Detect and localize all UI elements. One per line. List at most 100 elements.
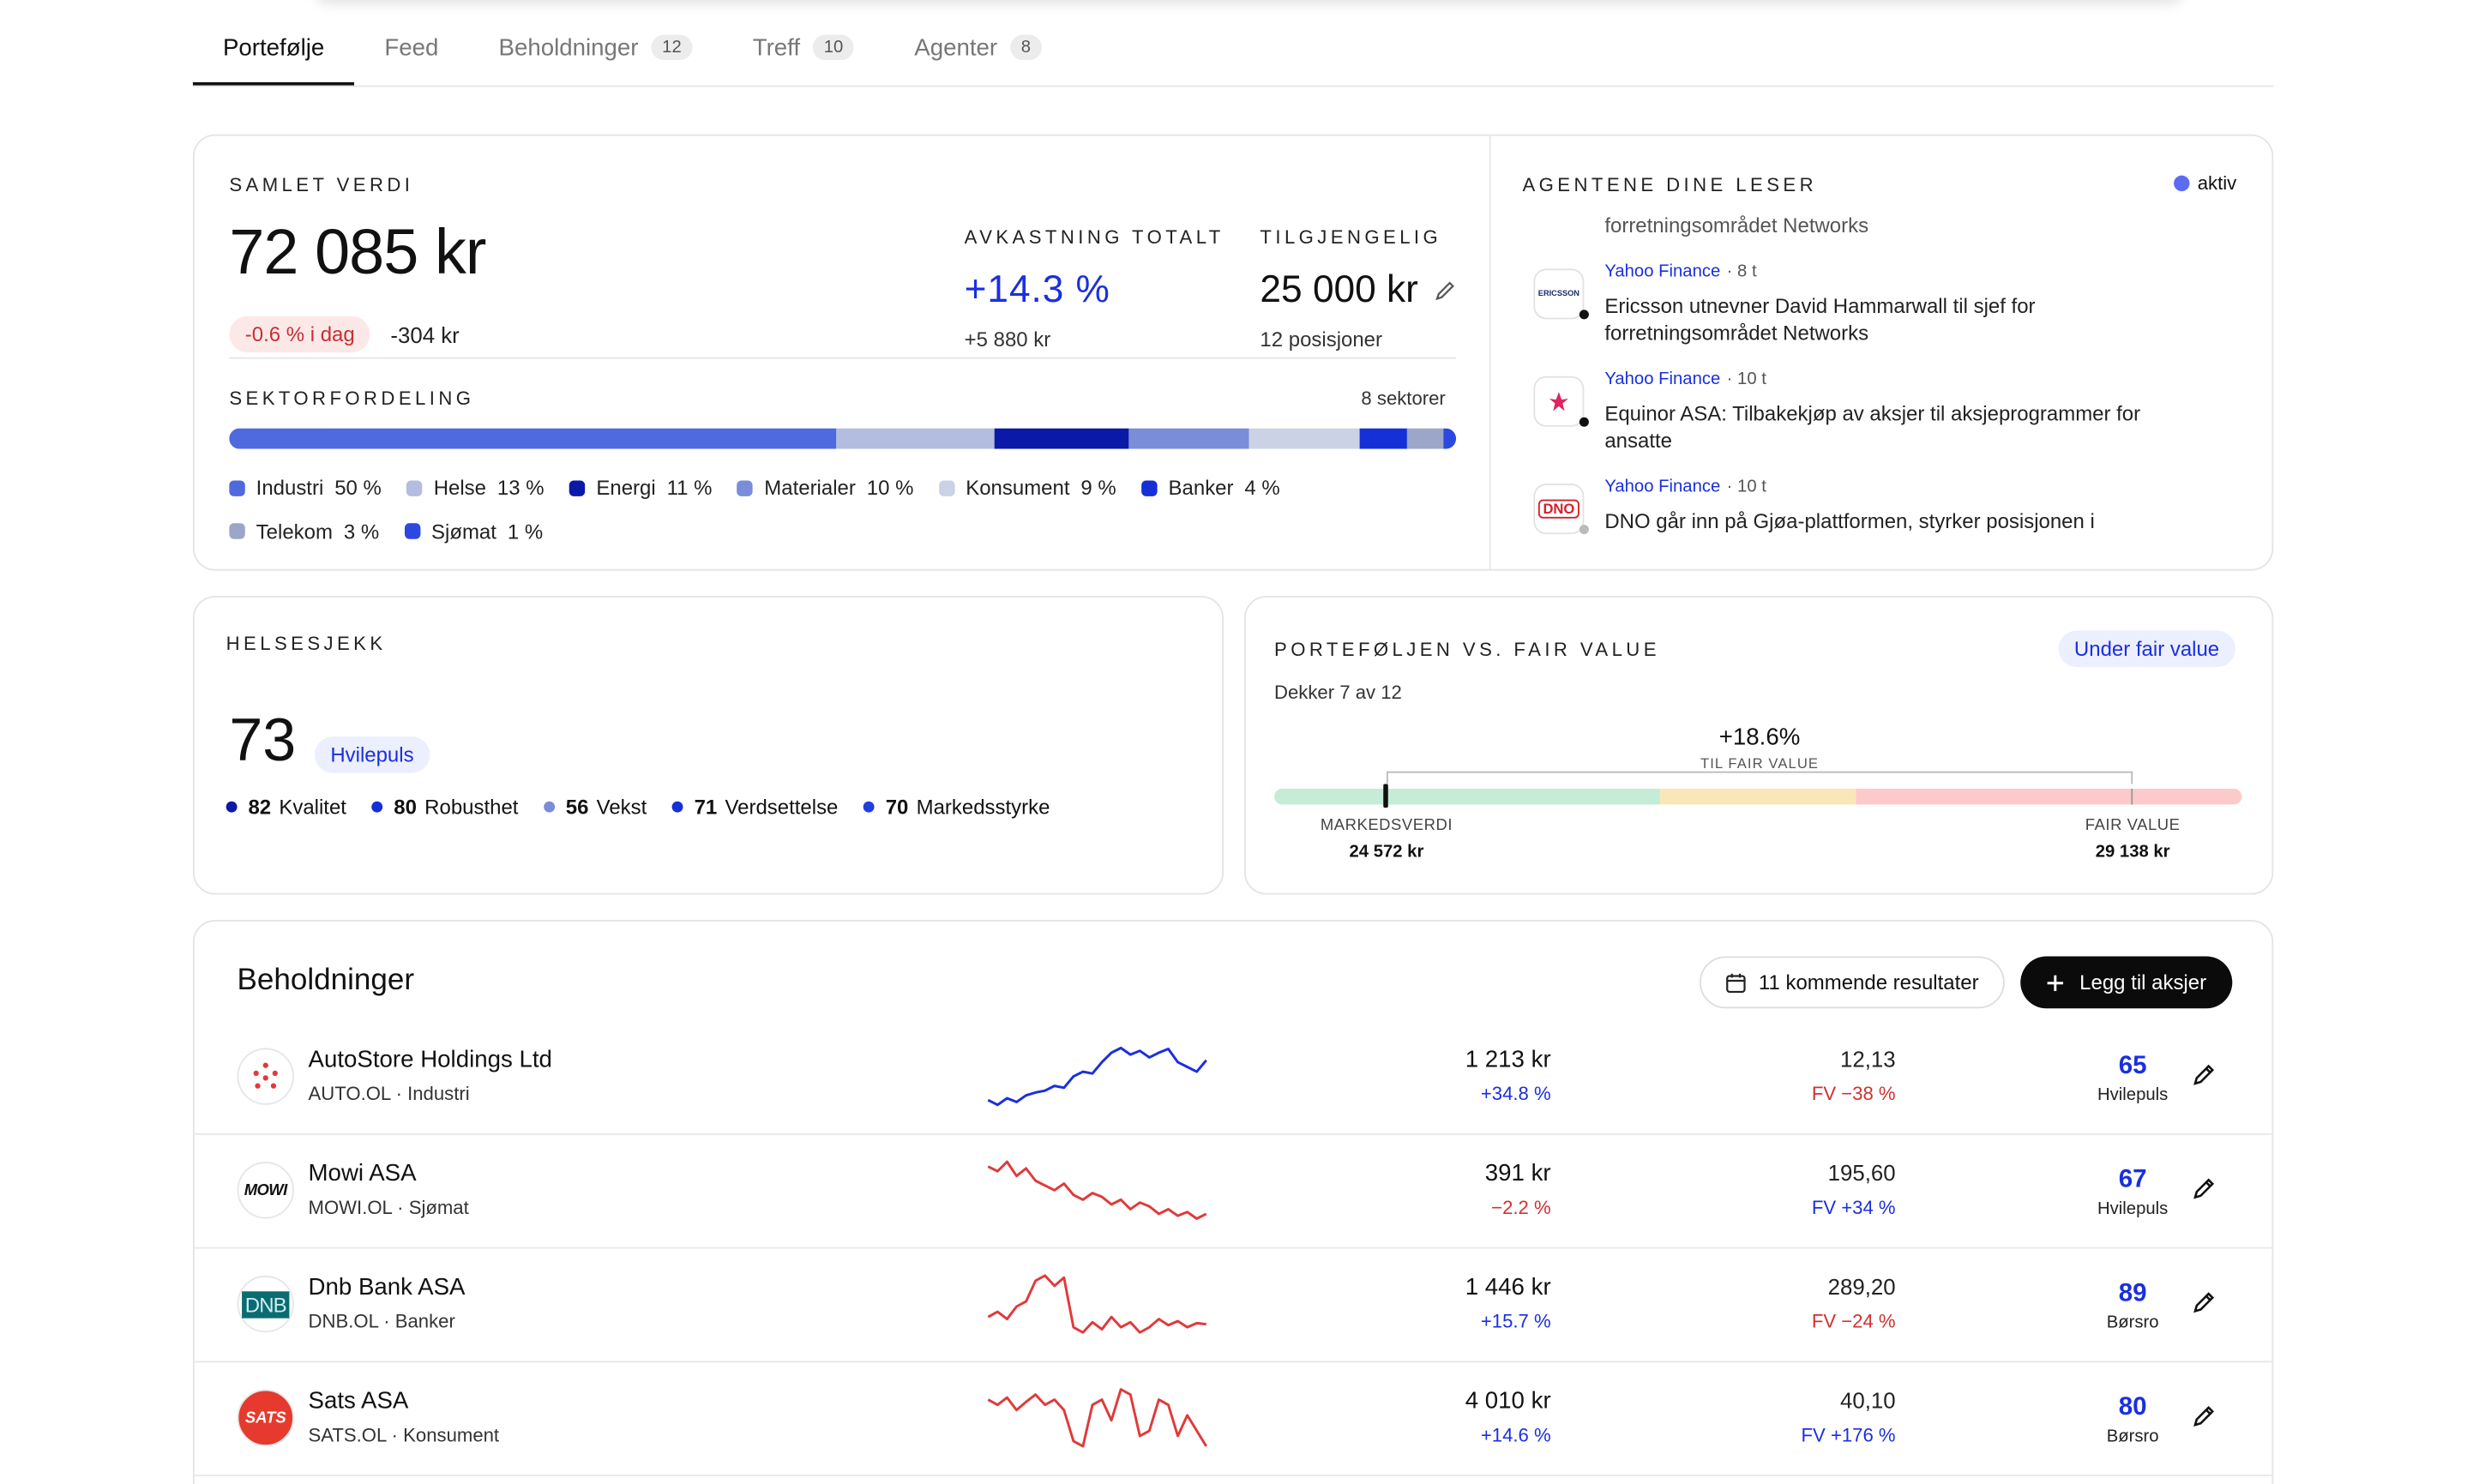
news-unread-dot [1579,525,1589,535]
fair-label: FAIR VALUE [2085,817,2181,835]
news-logo: DNO [1533,484,1585,535]
news-logo-text: DNO [1537,499,1579,519]
add-button[interactable]: Legg til aksjer [2020,956,2233,1009]
gauge-yellow [1659,789,1856,805]
edit-icon[interactable] [2191,1062,2216,1087]
news-title[interactable]: Equinor ASA: Tilbakekjøp av aksjer til a… [1604,401,2141,453]
legend-item: Banker 4 % [1141,466,1280,509]
metric-dot [671,801,683,813]
legend-swatch [938,479,955,496]
upcoming-button[interactable]: 11 kommende resultater [1699,956,2005,1009]
metric-value: 70 [885,795,909,820]
edit-icon[interactable] [2191,1176,2216,1201]
sparkline-path [987,1160,1207,1220]
return-amount: +5 880 kr [964,327,1051,351]
news-meta: Yahoo Finance · 10 t [1604,369,1766,388]
tab-label: Agenter [914,33,998,61]
fair-value-card: PORTEFØLJEN VS. FAIR VALUE Under fair va… [1243,596,2274,895]
overview-card: SAMLET VERDI 72 085 kr -0.6 % i dag -304… [192,134,2274,571]
news-title[interactable]: Ericsson utnevner David Hammarwall til s… [1604,293,2036,345]
health-metric: 71 Verdsettelse [671,795,838,819]
holding-row[interactable]: DNB Dnb Bank ASA DNB.OL · Banker 1 446 kr +1… [194,1247,2272,1363]
health-badge: Hvilepuls [314,736,430,773]
news-unread-dot [1579,417,1589,427]
news-logo: ERICSSON [1533,268,1585,320]
edit-icon[interactable] [2191,1289,2216,1314]
news-unread-dot [1579,309,1589,320]
edit-icon[interactable] [2191,1403,2216,1428]
positions: 12 posisjoner [1260,327,1382,351]
gauge-green [1274,789,1660,805]
holding-row[interactable]: AutoStore Holdings Ltd AUTO.OL · Industri… [194,1019,2272,1135]
upside-label: TIL FAIR VALUE [1700,755,1820,769]
legend-value: 10 % [866,475,914,500]
tab[interactable]: Agenter 8 [884,13,1072,82]
card-title: PORTEFØLJEN VS. FAIR VALUE [1274,638,1660,661]
edit-icon-path [2193,1064,2215,1085]
news-logo-mark [1549,392,1568,412]
metric-dot [226,801,238,813]
return-title: AVKASTNING TOTALT [964,225,1224,249]
fair-badge: Under fair value [2058,630,2235,668]
legend-name: Sjømat [431,519,496,544]
sector-segment [1407,428,1444,449]
sector-bar [229,428,1457,449]
sector-segment [1249,428,1359,449]
news-time: · 10 t [1726,477,1766,496]
tab-bar: Portefølje Feed Beholdninger 12 Treff 10 Agent… [192,13,2274,87]
logo-text: MOWI [244,1181,288,1199]
legend-item: Helse 13 % [406,466,545,509]
holding-price: 1 213 kr [1465,1046,1551,1073]
tab-count: 10 [812,34,855,61]
legend-name: Energi [596,475,656,500]
card-title: SAMLET VERDI [229,173,414,196]
sector-title: SEKTORFORDELING [229,387,475,410]
upcoming-label: 11 kommende resultater [1758,970,1979,994]
holdings-card: Beholdninger 11 kommende resultater Legg… [192,920,2274,1484]
market-label: MARKEDSVERDI [1320,817,1453,835]
legend-value: 3 % [343,519,380,544]
edit-icon-path [2193,1292,2215,1313]
news-time: · 8 t [1726,262,1757,282]
news-list: forretningsområdet Networks ERICSSON Yaho… [1522,215,2249,539]
legend-item: Konsument 9 % [938,466,1116,509]
holding-change: −2.2 % [1491,1196,1551,1219]
sparkline [987,1274,1206,1334]
metric-label: Kvalitet [279,795,346,820]
logo-dot [272,1070,278,1077]
sector-count: 8 sektorer [1361,387,1446,410]
edit-icon[interactable] [1434,279,1456,302]
sparkline [987,1388,1208,1448]
holding-change: +14.6 % [1480,1424,1551,1446]
holding-price: 1 446 kr [1465,1274,1551,1301]
holding-name: Mowi ASA [308,1160,417,1187]
tab-count: 12 [651,34,693,61]
legend-swatch [1141,479,1158,496]
news-logo-text: ERICSSON [1537,289,1579,299]
holding-logo: MOWI [237,1162,294,1219]
news-title[interactable]: DNO går inn på Gjøa-plattformen, styrker… [1604,508,2095,533]
logo-dot [262,1075,268,1081]
sparkline-path [987,1046,1207,1107]
holding-row[interactable]: MOWI Mowi ASA MOWI.OL · Sjømat 391 kr −2.2 %… [194,1133,2272,1249]
news-meta: Yahoo Finance · 10 t [1604,478,1766,496]
tab[interactable]: Treff 10 [723,13,885,82]
legend-item: Sjømat 1 % [404,510,543,553]
health-metric: 70 Markedsstyrke [863,795,1050,819]
legend-name: Materialer [764,475,856,500]
tab[interactable]: Portefølje [192,13,355,86]
holding-fv-change: FV −38 % [1811,1082,1896,1105]
gauge-red [1856,789,2242,805]
upside: +18.6% [1718,724,1801,751]
tab[interactable]: Feed [354,13,468,82]
tab[interactable]: Beholdninger 12 [468,13,722,82]
add-label: Legg til aksjer [2079,970,2207,994]
agents-status: aktiv [2174,172,2236,195]
divider [1489,135,1491,569]
holding-row[interactable]: SATS Sats ASA SATS.OL · Konsument 4 010 kr +… [194,1361,2272,1477]
sector-segment [1358,428,1408,449]
sector-segment [229,428,837,449]
legend-swatch [229,523,245,539]
plus-icon [2048,974,2064,991]
